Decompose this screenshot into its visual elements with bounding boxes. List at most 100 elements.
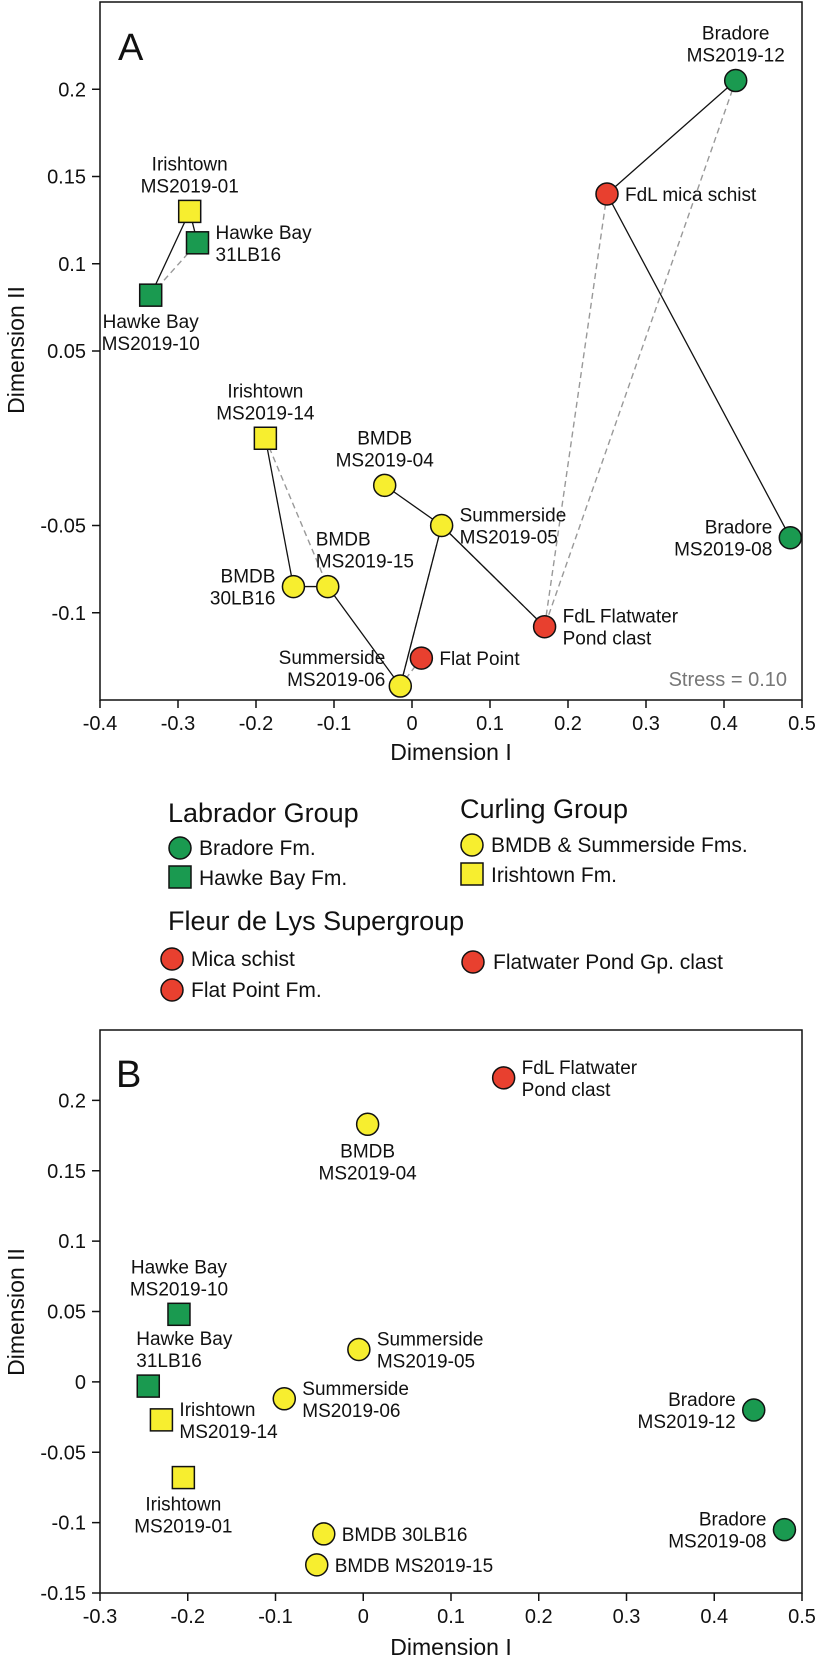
panel-b-labels: FdL Flatwater Pond clast BMDB MS2019-04 Hawk… [130,1058,767,1577]
point-label-bmdb-15: BMDB MS2019-15 [335,1556,493,1577]
solid-link [399,525,443,687]
solid-link [441,525,546,628]
solid-link [606,193,791,539]
point-label-bradore-08: Bradore MS2019-08 [674,518,772,561]
point-summerside-06 [272,1387,297,1411]
point-label-hawke-31lb16: Hawke Bay 31LB16 [216,223,313,266]
panel-a-letter: A [118,27,144,69]
legend-marker-irishtown [460,862,484,886]
x-tick-label: -0.4 [83,713,117,735]
x-tick-label: 0.1 [476,713,504,735]
y-tick-label: -0.1 [52,1513,86,1535]
panel-b-letter: B [116,1054,141,1096]
x-tick-label: 0.3 [613,1606,641,1628]
point-label-bmdb-04: BMDB MS2019-04 [319,1141,418,1184]
panel-b-y-ticks: 0.2 0.15 0.1 0.05 0 -0.05 -0.1 -0.15 [40,1090,100,1605]
point-bradore-12 [741,1398,766,1422]
y-tick-label: -0.1 [52,603,86,625]
y-tick-label: 0.15 [47,1161,86,1183]
x-tick-label: 0.2 [525,1606,553,1628]
point-label-irishtown-01: Irishtown MS2019-01 [134,1495,232,1538]
panel-b-y-axis-title: Dimension II [3,1248,29,1376]
panel-b-x-axis-title: Dimension I [390,1634,511,1660]
x-tick-label: -0.1 [317,713,351,735]
point-label-bmdb-15: BMDB MS2019-15 [316,530,414,573]
legend-marker-bmdb-summerside [460,833,484,857]
point-bradore-08 [772,1517,797,1542]
point-label-fdl-flatwater: FdL Flatwater Pond clast [563,607,679,650]
point-label-hawke-10: Hawke Bay MS2019-10 [130,1257,228,1300]
solid-link [264,438,295,587]
legend-marker-mica-schist [160,947,184,971]
point-label-summerside-06: Summerside MS2019-06 [302,1379,409,1422]
point-bmdb-15 [304,1553,329,1577]
legend-label-flatwater-pond: Flatwater Pond Gp. clast [493,951,723,974]
point-bradore-12 [723,68,748,93]
legend-title-curling: Curling Group [460,794,628,824]
solid-link [327,586,401,687]
legend-item-bmdb-summerside: BMDB & Summerside Fms. [460,833,748,857]
panel-b-points [136,1066,797,1577]
y-tick-label: 0.05 [47,1302,86,1324]
point-label-irishtown-01: Irishtown MS2019-01 [141,154,239,197]
x-tick-label: -0.3 [161,713,195,735]
x-tick-label: 0.5 [788,1606,816,1628]
y-tick-label: 0.05 [47,341,86,363]
point-bmdb-04 [355,1112,380,1137]
y-tick-label: 0.2 [58,1090,86,1112]
x-tick-label: 0.2 [554,713,582,735]
point-label-irishtown-14: Irishtown MS2019-14 [179,1400,278,1443]
dashed-link [543,193,608,627]
panel-a-x-ticks: -0.4 -0.3 -0.2 -0.1 0 0.1 0.2 0.3 0.4 0.5 [83,700,816,735]
panel-a-frame [99,1,803,701]
point-label-summerside-06: Summerside MS2019-06 [279,648,386,691]
point-bmdb-04 [372,473,397,498]
legend-item-hawke-bay: Hawke Bay Fm. [168,865,347,890]
point-label-bradore-12: Bradore MS2019-12 [638,1390,736,1433]
point-hawke-10 [138,283,163,307]
point-label-bmdb-30lb16: BMDB 30LB16 [342,1525,468,1546]
point-bmdb-30lb16 [312,1522,336,1546]
panel-a-y-axis-title: Dimension II [3,286,29,414]
point-label-hawke-10: Hawke Bay MS2019-10 [102,312,200,355]
solid-link [150,211,191,296]
x-tick-label: 0.1 [437,1606,465,1628]
point-label-summerside-05: Summerside MS2019-05 [377,1330,484,1373]
point-irishtown-01 [171,1465,196,1490]
legend-label-mica-schist: Mica schist [191,948,295,971]
x-tick-label: 0.4 [710,713,738,735]
panel-b: B FdL Flatwater Pond clast BMDB MS2019-04 Ha… [3,1029,816,1660]
legend-label-flat-point: Flat Point Fm. [191,979,322,1002]
point-label-bradore-12: Bradore MS2019-12 [687,24,785,67]
panel-a-x-axis-title: Dimension I [390,739,511,765]
solid-link [606,80,737,195]
x-tick-label: 0.4 [700,1606,728,1628]
y-tick-label: 0 [75,1372,86,1394]
legend-marker-hawke-bay [168,865,192,889]
point-summerside-06 [388,674,413,698]
point-fdl-flatwater [532,614,557,639]
point-hawke-31lb16 [185,231,210,255]
x-tick-label: -0.2 [239,713,273,735]
x-tick-label: -0.3 [83,1606,117,1628]
point-label-fdl-mica: FdL mica schist [625,185,757,206]
legend-title-labrador: Labrador Group [168,798,359,828]
point-label-bmdb-30lb16: BMDB 30LB16 [210,567,276,610]
legend-item-mica-schist: Mica schist [160,947,295,971]
point-fdl-flatwater [491,1066,516,1090]
legend-item-irishtown: Irishtown Fm. [460,862,617,887]
point-hawke-31lb16 [136,1374,161,1398]
panel-a-labels: Bradore MS2019-12 FdL mica schist Bradore MS… [102,24,785,692]
panel-b-x-ticks: -0.3 -0.2 -0.1 0 0.1 0.2 0.3 0.4 0.5 [83,1593,816,1628]
y-tick-label: 0.1 [58,254,86,276]
point-irishtown-14 [253,426,278,450]
legend-item-flatwater-pond: Flatwater Pond Gp. clast [461,950,723,974]
point-irishtown-14 [149,1408,174,1432]
point-flat-point [409,646,434,670]
point-summerside-05 [347,1337,371,1362]
legend-marker-flatwater-pond [461,950,485,974]
x-tick-label: 0 [358,1606,369,1628]
point-label-summerside-05: Summerside MS2019-05 [460,506,567,549]
